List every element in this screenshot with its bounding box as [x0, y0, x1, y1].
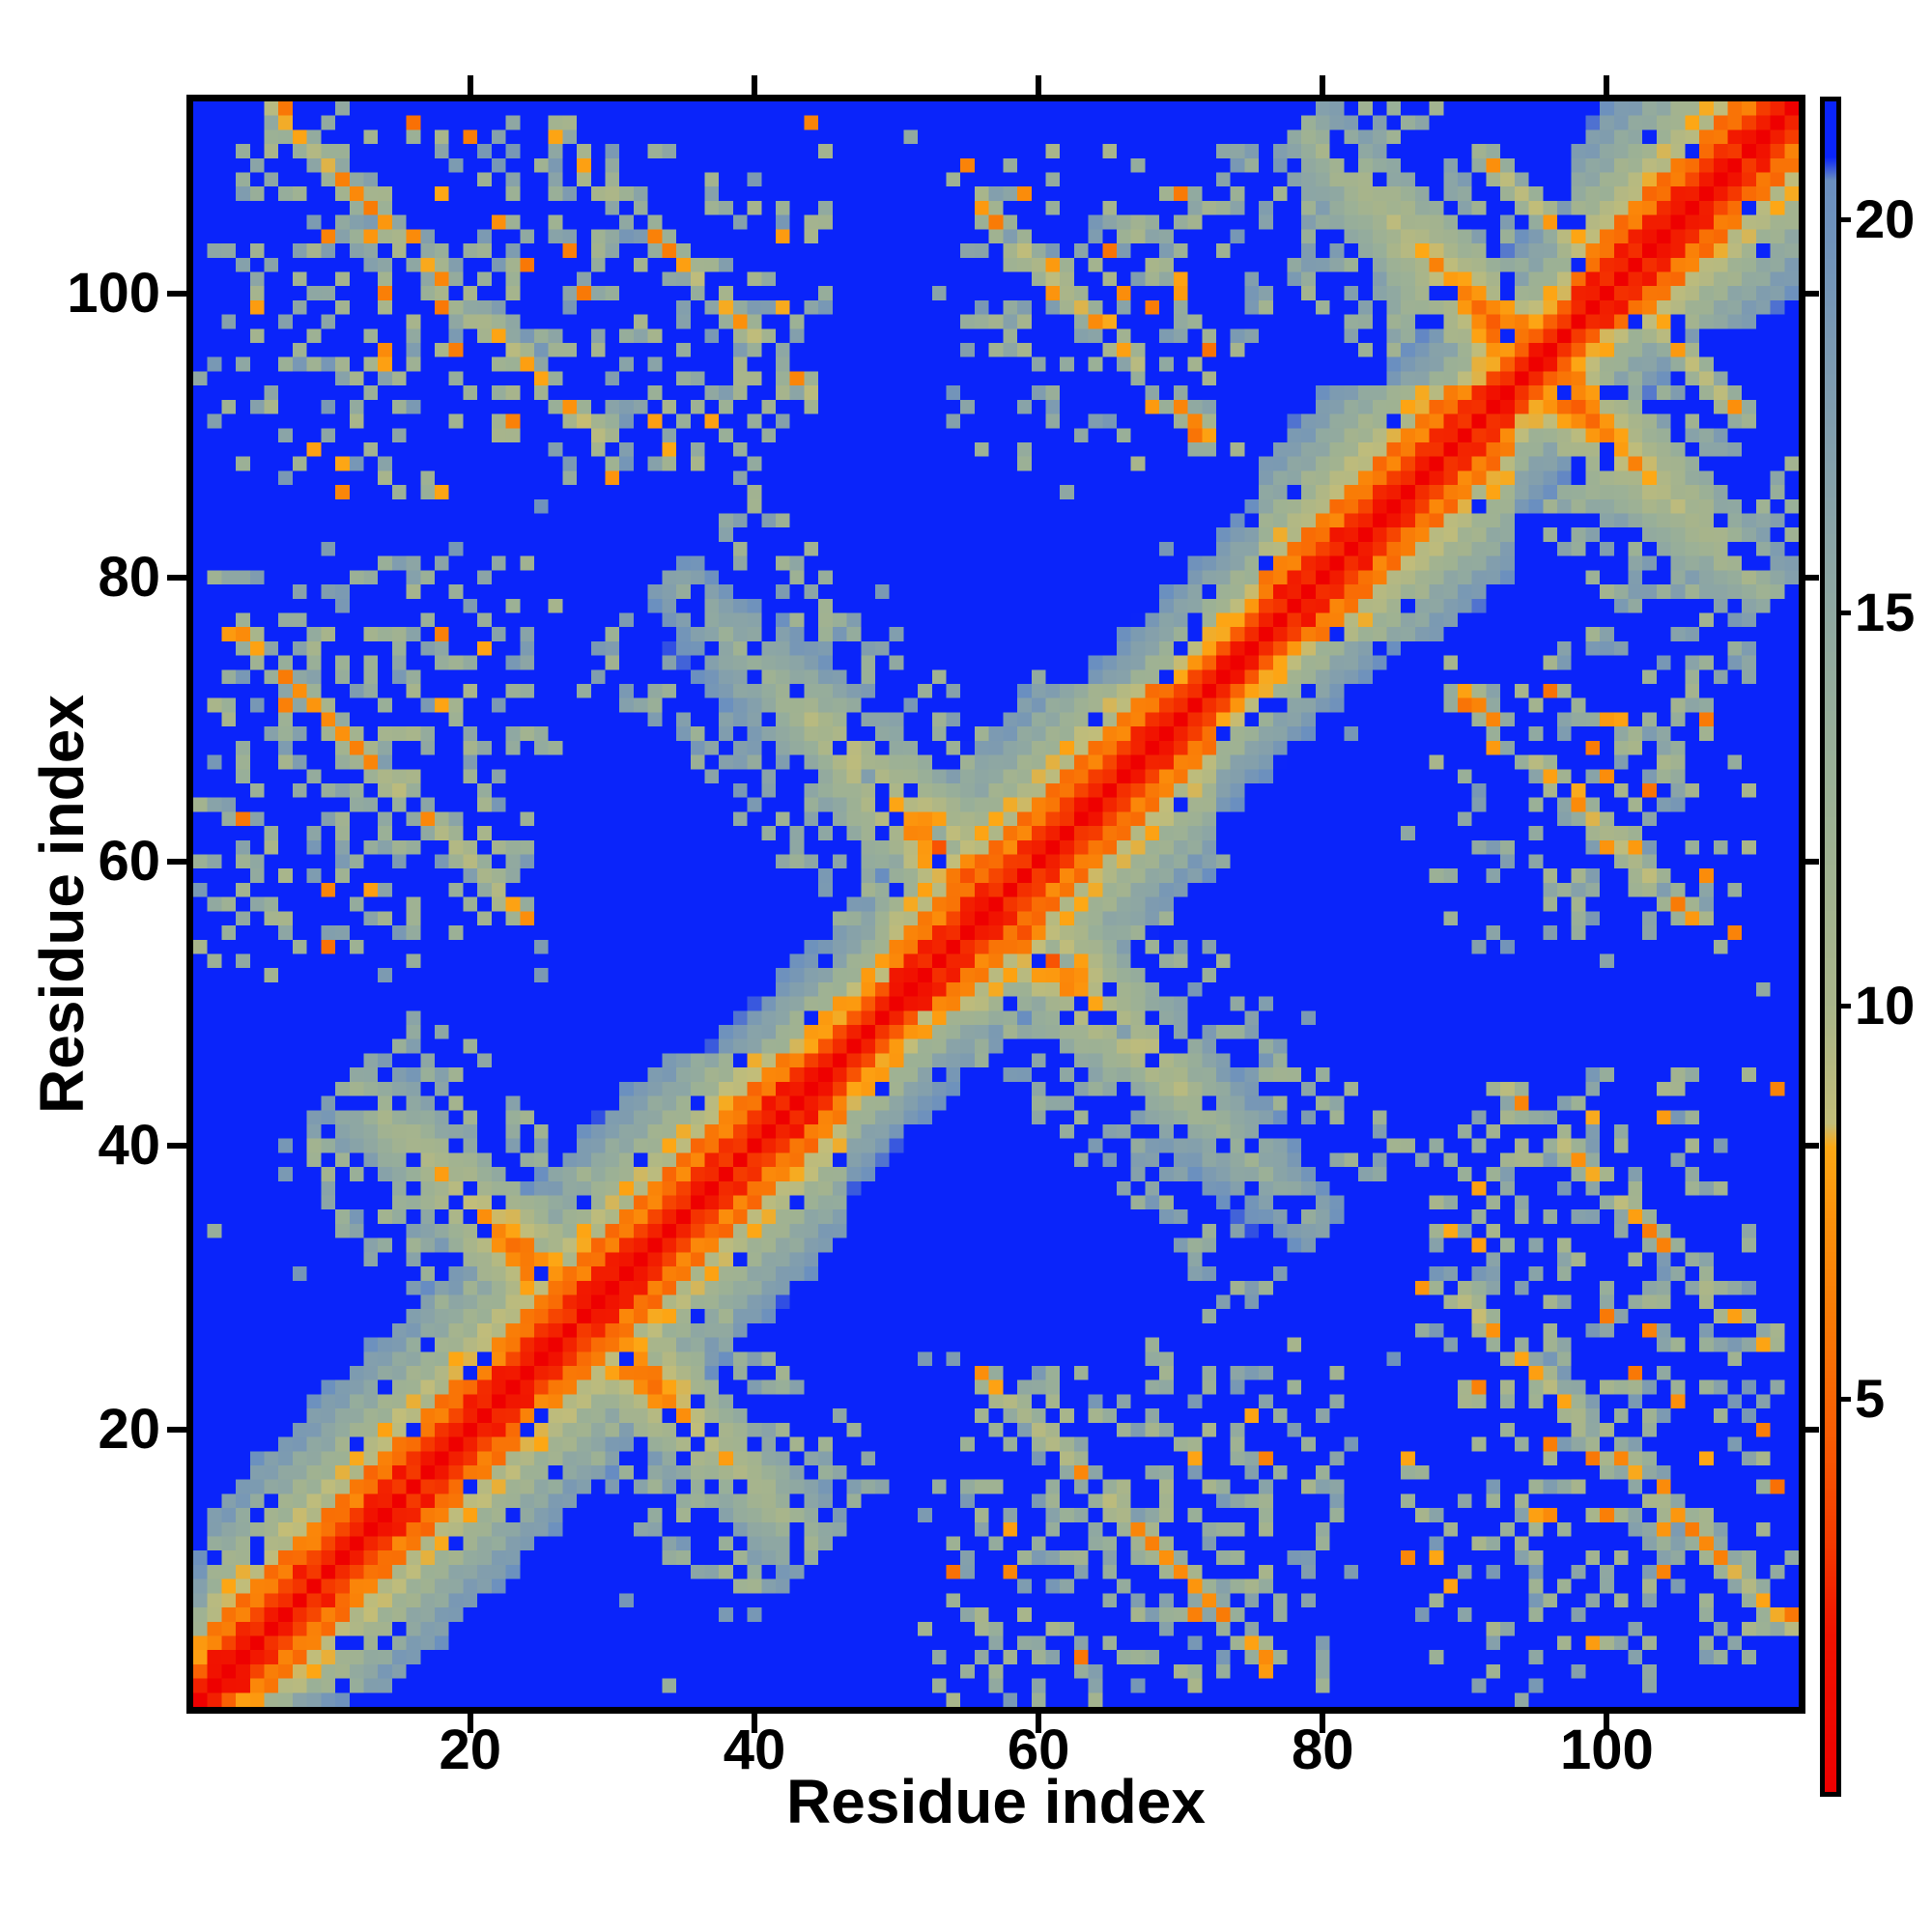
x-tick: [1320, 1714, 1326, 1733]
colorbar-tick-label: 20: [1855, 188, 1916, 250]
colorbar-tick: [1841, 1396, 1851, 1402]
colorbar-tick: [1841, 216, 1851, 222]
y-tick-right: [1805, 1427, 1819, 1434]
y-tick-right: [1805, 1143, 1819, 1150]
colorbar-tick: [1841, 610, 1851, 615]
y-tick-label: 80: [98, 545, 160, 609]
x-axis-title: Residue index: [786, 1767, 1206, 1836]
heatmap-canvas: [193, 101, 1799, 1707]
x-tick-label: 20: [439, 1719, 502, 1781]
y-tick: [167, 1427, 186, 1434]
plot-frame: [186, 95, 1805, 1714]
y-tick-right: [1805, 290, 1819, 297]
colorbar-tick-label: 15: [1855, 582, 1916, 643]
colorbar-tick-label: 10: [1855, 975, 1916, 1037]
x-tick-label: 60: [1007, 1719, 1070, 1781]
colorbar-tick-label: 5: [1855, 1368, 1886, 1430]
x-tick: [751, 1714, 757, 1733]
y-tick-right: [1805, 574, 1819, 581]
y-tick-label: 40: [98, 1114, 160, 1178]
x-tick-top: [467, 75, 473, 95]
y-tick: [167, 290, 186, 297]
x-tick: [467, 1714, 473, 1733]
x-tick-top: [1036, 75, 1042, 95]
x-tick: [1036, 1714, 1042, 1733]
colorbar-canvas: [1825, 101, 1836, 1792]
y-tick: [167, 1143, 186, 1150]
colorbar-frame: [1820, 97, 1841, 1797]
x-tick-top: [751, 75, 757, 95]
y-tick-label: 60: [98, 829, 160, 893]
x-tick-label: 40: [723, 1719, 786, 1781]
y-axis-title: Residue index: [27, 695, 97, 1114]
x-tick-top: [1604, 75, 1610, 95]
y-tick-right: [1805, 858, 1819, 865]
y-tick: [167, 858, 186, 865]
colorbar-tick: [1841, 1003, 1851, 1009]
x-tick-top: [1320, 75, 1326, 95]
x-tick-label: 80: [1292, 1719, 1354, 1781]
y-tick-label: 20: [98, 1398, 160, 1462]
x-tick: [1604, 1714, 1610, 1733]
y-tick: [167, 574, 186, 581]
y-tick-label: 100: [67, 261, 160, 325]
x-tick-label: 100: [1560, 1719, 1654, 1781]
